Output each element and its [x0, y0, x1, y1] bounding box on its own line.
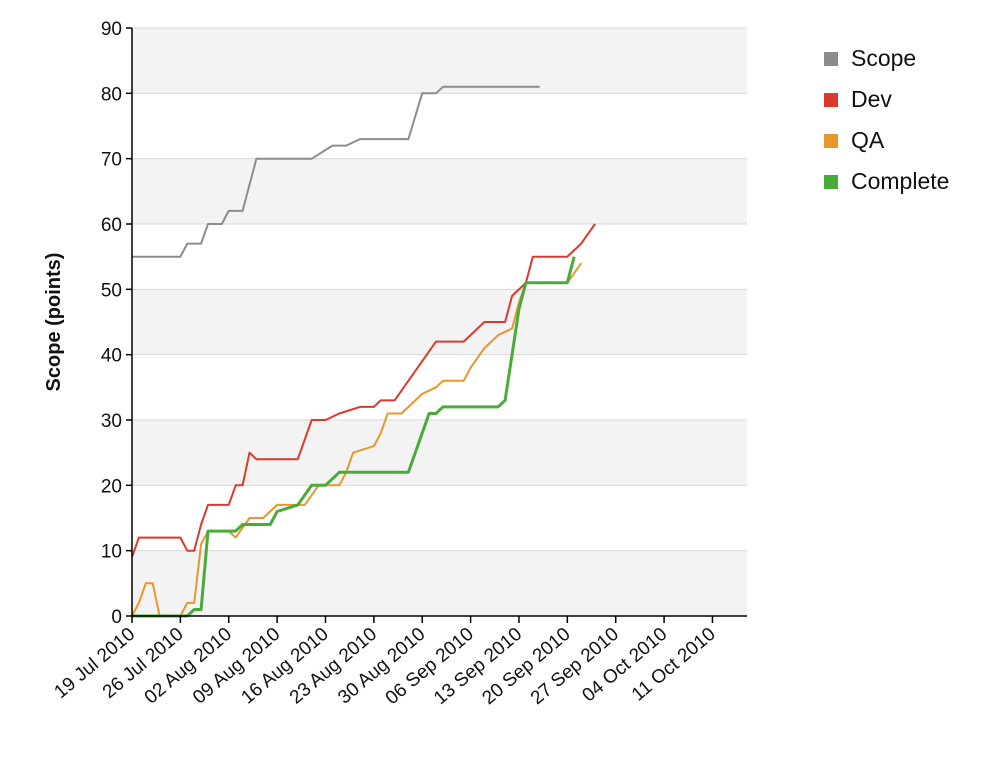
- y-tick-label: 70: [101, 150, 122, 171]
- y-tick-label: 0: [111, 607, 122, 628]
- y-tick-label: 90: [101, 19, 122, 40]
- legend-swatch: [824, 52, 838, 66]
- y-axis-title: Scope (points): [43, 253, 65, 392]
- alternating-bands: [132, 28, 747, 616]
- legend-item-qa: QA: [824, 120, 949, 161]
- grid-band: [132, 420, 747, 485]
- series-line-dev: [132, 224, 595, 557]
- y-tick-label: 50: [101, 280, 122, 301]
- y-tick-label: 60: [101, 215, 122, 236]
- y-tick-label: 30: [101, 411, 122, 432]
- legend-label: QA: [851, 127, 884, 154]
- y-tick-labels: 0 10 20 30 40 50 60 70 80 90: [101, 19, 122, 628]
- legend-item-complete: Complete: [824, 161, 949, 202]
- grid-band: [132, 159, 747, 224]
- grid-band: [132, 551, 747, 616]
- legend-swatch: [824, 175, 838, 189]
- grid-band: [132, 289, 747, 354]
- legend-label: Complete: [851, 168, 949, 195]
- y-tick-label: 10: [101, 542, 122, 563]
- legend: Scope Dev QA Complete: [824, 38, 949, 202]
- legend-label: Scope: [851, 45, 916, 72]
- grid-band: [132, 28, 747, 93]
- legend-swatch: [824, 134, 838, 148]
- legend-item-scope: Scope: [824, 38, 949, 79]
- legend-label: Dev: [851, 86, 892, 113]
- legend-swatch: [824, 93, 838, 107]
- y-tick-label: 40: [101, 346, 122, 367]
- legend-item-dev: Dev: [824, 79, 949, 120]
- y-tick-label: 80: [101, 84, 122, 105]
- y-tick-label: 20: [101, 476, 122, 497]
